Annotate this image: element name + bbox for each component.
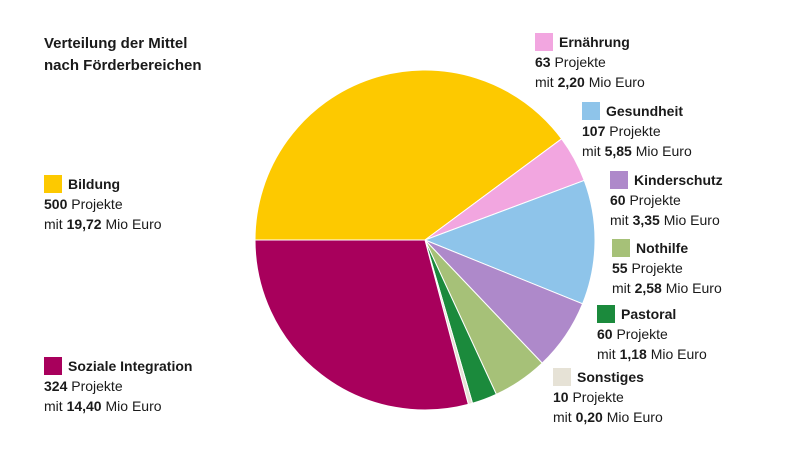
amount-unit: Mio Euro (635, 143, 692, 159)
amount-value: 2,20 (557, 74, 585, 90)
pie-slice-bildung (254, 69, 563, 241)
amount-value: 0,20 (575, 409, 603, 425)
amount-prefix: mit (610, 212, 629, 228)
legend-swatch (44, 175, 62, 193)
project-count: 63 (535, 54, 551, 70)
amount-prefix: mit (44, 398, 63, 414)
legend-label: Bildung (68, 176, 121, 192)
amount-unit: Mio Euro (105, 398, 162, 414)
legend-item-nothilfe: Nothilfe 55 Projekte mit 2,58 Mio Euro (612, 238, 722, 298)
legend-item-sonstiges: Sonstiges 10 Projekte mit 0,20 Mio Euro (553, 367, 663, 427)
chart-subtitle: nach Förderbereichen (44, 57, 202, 74)
amount-prefix: mit (597, 346, 616, 362)
legend-label: Soziale Integration (68, 358, 193, 374)
legend-swatch (553, 368, 571, 386)
legend-item-pastoral: Pastoral 60 Projekte mit 1,18 Mio Euro (597, 304, 707, 364)
legend-label: Sonstiges (577, 369, 644, 385)
amount-unit: Mio Euro (650, 346, 707, 362)
legend-item-ernaehrung: Ernährung 63 Projekte mit 2,20 Mio Euro (535, 32, 645, 92)
chart-title: Verteilung der Mittel (44, 35, 188, 52)
legend-swatch (44, 357, 62, 375)
legend-swatch (612, 239, 630, 257)
amount-prefix: mit (535, 74, 554, 90)
legend-item-gesundheit: Gesundheit 107 Projekte mit 5,85 Mio Eur… (582, 101, 692, 161)
amount-unit: Mio Euro (606, 409, 663, 425)
pie-slice-gesundheit (423, 179, 596, 305)
project-count: 324 (44, 378, 68, 394)
amount-prefix: mit (612, 280, 631, 296)
pie-slice-soziale-integration (254, 239, 469, 411)
legend-swatch (535, 33, 553, 51)
projects-word: Projekte (629, 192, 681, 208)
project-count: 500 (44, 196, 68, 212)
amount-value: 3,35 (632, 212, 660, 228)
projects-word: Projekte (609, 123, 661, 139)
projects-word: Projekte (616, 326, 668, 342)
legend-item-kinderschutz: Kinderschutz 60 Projekte mit 3,35 Mio Eu… (610, 170, 723, 230)
project-count: 60 (597, 326, 613, 342)
amount-value: 14,40 (66, 398, 102, 414)
project-count: 55 (612, 260, 628, 276)
amount-unit: Mio Euro (663, 212, 720, 228)
amount-prefix: mit (582, 143, 601, 159)
chart-title-block: Verteilung der Mittel nach Förderbereich… (44, 33, 202, 77)
legend-item-soziale-integration: Soziale Integration 324 Projekte mit 14,… (44, 356, 192, 416)
legend-label: Kinderschutz (634, 172, 723, 188)
project-count: 107 (582, 123, 606, 139)
projects-word: Projekte (71, 196, 123, 212)
amount-unit: Mio Euro (588, 74, 645, 90)
amount-prefix: mit (553, 409, 572, 425)
legend-item-bildung: Bildung 500 Projekte mit 19,72 Mio Euro (44, 174, 162, 234)
legend-label: Ernährung (559, 34, 630, 50)
legend-label: Pastoral (621, 306, 677, 322)
projects-word: Projekte (631, 260, 683, 276)
projects-word: Projekte (572, 389, 624, 405)
legend-swatch (597, 305, 615, 323)
legend-label: Nothilfe (636, 240, 689, 256)
project-count: 10 (553, 389, 569, 405)
projects-word: Projekte (71, 378, 123, 394)
projects-word: Projekte (554, 54, 606, 70)
amount-value: 2,58 (634, 280, 662, 296)
project-count: 60 (610, 192, 626, 208)
amount-value: 1,18 (619, 346, 647, 362)
amount-unit: Mio Euro (665, 280, 722, 296)
amount-value: 5,85 (604, 143, 632, 159)
amount-unit: Mio Euro (105, 216, 162, 232)
amount-prefix: mit (44, 216, 63, 232)
amount-value: 19,72 (66, 216, 102, 232)
legend-swatch (582, 102, 600, 120)
legend-label: Gesundheit (606, 103, 684, 119)
legend-swatch (610, 171, 628, 189)
